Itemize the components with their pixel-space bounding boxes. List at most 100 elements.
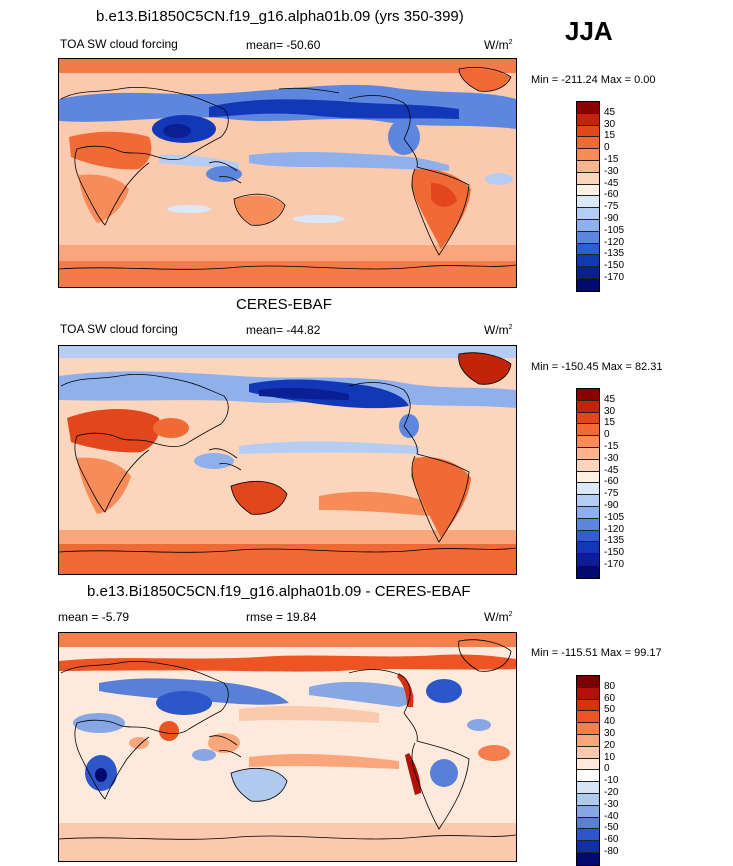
panel2-title: CERES-EBAF: [236, 296, 332, 313]
panel2-mean: mean= -44.82: [246, 323, 321, 337]
colorbar-segment: [577, 255, 599, 268]
colorbar-segment: [577, 447, 599, 460]
season-label: JJA: [565, 16, 613, 46]
colorbar-segment: [577, 565, 599, 578]
colorbar-tick-label: 80: [604, 680, 616, 692]
colorbar-tick-label: 45: [604, 393, 616, 405]
colorbar-tick-label: 0: [604, 429, 610, 441]
colorbar-tick-label: -60: [604, 834, 619, 846]
colorbar-tick-label: -20: [604, 787, 619, 798]
colorbar-segment: [577, 471, 599, 484]
panel2-units: W/m2: [484, 323, 513, 337]
colorbar-tick-label: 30: [604, 118, 616, 130]
colorbar-segment: [577, 676, 599, 688]
panel2-minmax: Min = -150.45 Max = 82.31: [531, 361, 663, 373]
colorbar-tick-label: -10: [604, 775, 619, 787]
colorbar-tick-label: -135: [604, 248, 625, 260]
colorbar-segment: [577, 184, 599, 197]
colorbar-segment: [577, 278, 599, 291]
colorbar-tick-label: 45: [604, 106, 616, 118]
colorbar-tick-label: -45: [604, 464, 619, 476]
colorbar-tick-label: -60: [604, 189, 619, 201]
colorbar-tick-label: -150: [604, 547, 625, 559]
colorbar-segment: [577, 793, 599, 806]
panel1-map-svg: [59, 59, 516, 287]
colorbar-segment: [577, 219, 599, 232]
colorbar-tick-label: -90: [604, 213, 619, 224]
colorbar-segment: [577, 852, 599, 865]
colorbar-tick-label: 10: [604, 751, 616, 763]
colorbar-tick-label: -170: [604, 272, 625, 283]
colorbar-tick-label: 40: [604, 716, 616, 728]
colorbar-tick-label: -105: [604, 511, 625, 523]
colorbar-segment: [577, 841, 599, 853]
colorbar-segment: [577, 687, 599, 700]
colorbar-segment: [577, 734, 599, 747]
colorbar-segment: [577, 542, 599, 555]
colorbar-segment: [577, 723, 599, 735]
colorbar-segment: [577, 243, 599, 256]
panel3-mean: mean = -5.79: [58, 610, 130, 624]
colorbar-segment: [577, 424, 599, 437]
colorbar-segment: [577, 554, 599, 566]
colorbar-segment: [577, 172, 599, 185]
colorbar-segment: [577, 137, 599, 150]
colorbar-tick-label: -150: [604, 260, 625, 272]
colorbar-segment: [577, 125, 599, 138]
panel3-colorbar: [576, 675, 600, 866]
colorbar-segment: [577, 160, 599, 173]
colorbar-tick-label: 15: [604, 417, 616, 429]
colorbar-tick-label: 60: [604, 692, 616, 704]
colorbar-tick-label: 20: [604, 739, 616, 751]
panel2-variable-label: TOA SW cloud forcing: [60, 322, 178, 336]
colorbar-tick-label: -90: [604, 500, 619, 511]
panel1-units: W/m2: [484, 38, 513, 52]
panel1-map: [58, 58, 517, 288]
colorbar-segment: [577, 149, 599, 161]
colorbar-tick-label: -15: [604, 154, 619, 165]
colorbar-segment: [577, 530, 599, 543]
panel1-variable-label: TOA SW cloud forcing: [60, 37, 178, 51]
colorbar-tick-label: -170: [604, 559, 625, 570]
panel2-colorbar: [576, 388, 600, 579]
colorbar-tick-label: 15: [604, 130, 616, 142]
colorbar-tick-label: -45: [604, 177, 619, 189]
colorbar-tick-label: -75: [604, 201, 619, 213]
colorbar-segment: [577, 231, 599, 244]
colorbar-segment: [577, 805, 599, 818]
colorbar-tick-label: -135: [604, 535, 625, 547]
colorbar-segment: [577, 208, 599, 220]
colorbar-segment: [577, 400, 599, 413]
colorbar-segment: [577, 113, 599, 126]
colorbar-segment: [577, 459, 599, 472]
colorbar-tick-label: -60: [604, 476, 619, 488]
colorbar-segment: [577, 412, 599, 425]
colorbar-tick-label: -30: [604, 798, 619, 810]
colorbar-segment: [577, 102, 599, 114]
colorbar-tick-label: -30: [604, 452, 619, 464]
colorbar-tick-label: -40: [604, 810, 619, 822]
panel1-title: b.e13.Bi1850C5CN.f19_g16.alpha01b.09 (yr…: [96, 8, 464, 25]
colorbar-segment: [577, 518, 599, 531]
colorbar-tick-label: -30: [604, 165, 619, 177]
panel3-map-svg: [59, 633, 516, 861]
colorbar-tick-label: 30: [604, 405, 616, 417]
panel3-map: [58, 632, 517, 862]
panel3-title: b.e13.Bi1850C5CN.f19_g16.alpha01b.09 - C…: [87, 583, 471, 600]
colorbar-tick-label: 0: [604, 142, 610, 154]
colorbar-segment: [577, 495, 599, 507]
panel1-mean: mean= -50.60: [246, 38, 321, 52]
panel2-map-svg: [59, 346, 516, 574]
colorbar-tick-label: 50: [604, 704, 616, 716]
panel3-rmse: rmse = 19.84: [246, 610, 317, 624]
colorbar-segment: [577, 746, 599, 759]
colorbar-tick-label: -80: [604, 846, 619, 857]
colorbar-segment: [577, 817, 599, 830]
panel3-units: W/m2: [484, 610, 513, 624]
panel1-minmax: Min = -211.24 Max = 0.00: [531, 74, 656, 86]
colorbar-segment: [577, 483, 599, 496]
colorbar-tick-label: -105: [604, 224, 625, 236]
colorbar-segment: [577, 782, 599, 794]
colorbar-segment: [577, 506, 599, 519]
panel1-colorbar: [576, 101, 600, 292]
